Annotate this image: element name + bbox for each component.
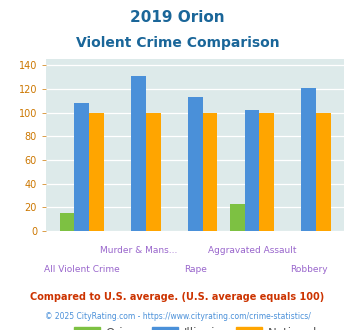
Bar	[188, 97, 203, 231]
Bar	[146, 113, 161, 231]
Text: All Violent Crime: All Violent Crime	[44, 265, 120, 274]
Text: 2019 Orion: 2019 Orion	[130, 10, 225, 25]
Bar	[75, 103, 89, 231]
Text: Compared to U.S. average. (U.S. average equals 100): Compared to U.S. average. (U.S. average …	[31, 292, 324, 302]
Text: Murder & Mans...: Murder & Mans...	[100, 247, 177, 255]
Text: Aggravated Assault: Aggravated Assault	[208, 247, 296, 255]
Bar	[301, 88, 316, 231]
Bar	[260, 113, 274, 231]
Text: Violent Crime Comparison: Violent Crime Comparison	[76, 36, 279, 50]
Bar	[131, 76, 146, 231]
Legend: Orion, Illinois, National: Orion, Illinois, National	[69, 322, 322, 330]
Text: © 2025 CityRating.com - https://www.cityrating.com/crime-statistics/: © 2025 CityRating.com - https://www.city…	[45, 312, 310, 321]
Bar	[203, 113, 217, 231]
Text: Rape: Rape	[184, 265, 207, 274]
Bar	[230, 204, 245, 231]
Bar	[89, 113, 104, 231]
Bar	[316, 113, 331, 231]
Text: Robbery: Robbery	[290, 265, 328, 274]
Bar	[245, 110, 260, 231]
Bar	[60, 213, 75, 231]
